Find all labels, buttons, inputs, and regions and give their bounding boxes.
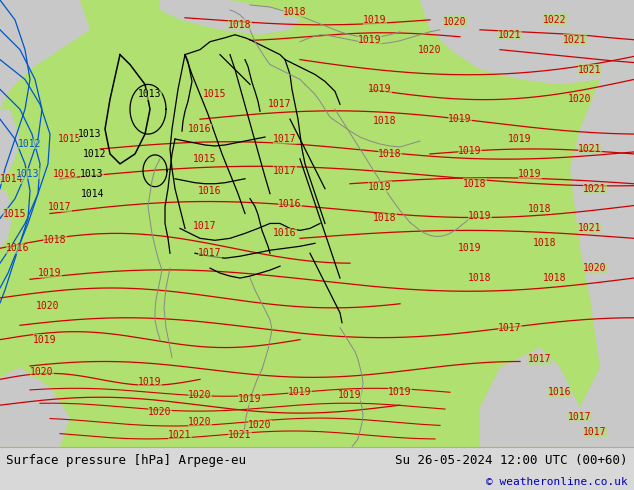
Text: © weatheronline.co.uk: © weatheronline.co.uk (486, 477, 628, 487)
Text: 1017: 1017 (268, 99, 292, 109)
Polygon shape (0, 109, 20, 189)
Text: 1021: 1021 (578, 65, 602, 74)
Text: 1017: 1017 (528, 354, 552, 365)
Text: 1015: 1015 (58, 134, 82, 144)
Text: 1019: 1019 (339, 390, 362, 400)
Text: 1013: 1013 (81, 169, 104, 179)
Text: 1021: 1021 (228, 430, 252, 440)
Text: 1017: 1017 (583, 427, 607, 437)
Text: 1014: 1014 (0, 174, 23, 184)
Text: 1016: 1016 (198, 186, 222, 196)
Polygon shape (0, 368, 70, 447)
Text: 1017: 1017 (198, 248, 222, 258)
Text: 1021: 1021 (578, 144, 602, 154)
Text: 1018: 1018 (543, 273, 567, 283)
Text: 1018: 1018 (528, 203, 552, 214)
Text: 1019: 1019 (238, 394, 262, 404)
Text: 1019: 1019 (368, 84, 392, 95)
Text: 1018: 1018 (533, 238, 557, 248)
Text: 1019: 1019 (448, 114, 472, 124)
Text: 1016: 1016 (53, 169, 77, 179)
Text: 1019: 1019 (458, 243, 482, 253)
Text: 1022: 1022 (543, 15, 567, 25)
Text: 1021: 1021 (168, 430, 191, 440)
Text: 1020: 1020 (36, 301, 60, 311)
Text: 1018: 1018 (283, 7, 307, 17)
Text: 1013: 1013 (138, 89, 162, 99)
Text: 1019: 1019 (458, 146, 482, 156)
Text: 1019: 1019 (368, 182, 392, 192)
Text: 1019: 1019 (38, 268, 61, 278)
Text: 1017: 1017 (193, 221, 217, 231)
Text: 1018: 1018 (373, 116, 397, 126)
Text: 1019: 1019 (508, 134, 532, 144)
Text: 1019: 1019 (388, 387, 411, 397)
Text: 1018: 1018 (469, 273, 492, 283)
Text: 1016: 1016 (188, 124, 212, 134)
Text: 1019: 1019 (288, 387, 312, 397)
Text: Su 26-05-2024 12:00 UTC (00+60): Su 26-05-2024 12:00 UTC (00+60) (395, 454, 628, 467)
Text: 1013: 1013 (78, 129, 101, 139)
Text: 1020: 1020 (188, 390, 212, 400)
Text: 1020: 1020 (249, 420, 272, 430)
Text: 1019: 1019 (358, 35, 382, 45)
Text: 1014: 1014 (81, 189, 105, 198)
Text: 1020: 1020 (30, 368, 54, 377)
Text: 1015: 1015 (204, 89, 227, 99)
Text: 1015: 1015 (193, 154, 217, 164)
Text: 1019: 1019 (363, 15, 387, 25)
Text: 1018: 1018 (43, 235, 67, 245)
Text: 1020: 1020 (568, 94, 592, 104)
Polygon shape (0, 0, 90, 109)
Text: 1019: 1019 (518, 169, 541, 179)
Text: Surface pressure [hPa] Arpege-eu: Surface pressure [hPa] Arpege-eu (6, 454, 247, 467)
Text: 1012: 1012 (18, 139, 42, 149)
Text: 1018: 1018 (228, 20, 252, 30)
Text: 1020: 1020 (148, 407, 172, 417)
Text: 1021: 1021 (583, 184, 607, 194)
Text: 1019: 1019 (469, 212, 492, 221)
Text: 1015: 1015 (3, 209, 27, 219)
Text: 1016: 1016 (6, 243, 30, 253)
Polygon shape (480, 347, 634, 447)
Text: 1018: 1018 (378, 149, 402, 159)
Text: 1016: 1016 (278, 198, 302, 209)
Text: 1017: 1017 (498, 323, 522, 333)
Text: 1017: 1017 (568, 412, 592, 422)
Text: 1012: 1012 (83, 149, 107, 159)
Text: 1017: 1017 (48, 201, 72, 212)
Text: 1021: 1021 (563, 35, 586, 45)
Text: 1016: 1016 (273, 228, 297, 238)
Text: 1017: 1017 (273, 134, 297, 144)
Text: 1019: 1019 (138, 377, 162, 387)
Polygon shape (420, 0, 634, 84)
Polygon shape (0, 189, 12, 248)
Text: 1020: 1020 (188, 417, 212, 427)
Text: 1021: 1021 (498, 30, 522, 40)
Text: 1013: 1013 (16, 169, 40, 179)
Text: 1020: 1020 (583, 263, 607, 273)
Text: 1021: 1021 (578, 223, 602, 233)
Text: 1020: 1020 (443, 17, 467, 27)
Text: 1018: 1018 (463, 179, 487, 189)
Text: 1017: 1017 (273, 166, 297, 176)
Text: 1019: 1019 (33, 335, 57, 344)
Polygon shape (570, 70, 634, 447)
Text: 1018: 1018 (373, 214, 397, 223)
Polygon shape (160, 0, 300, 35)
Text: 1020: 1020 (418, 45, 442, 55)
Text: 1016: 1016 (548, 387, 572, 397)
